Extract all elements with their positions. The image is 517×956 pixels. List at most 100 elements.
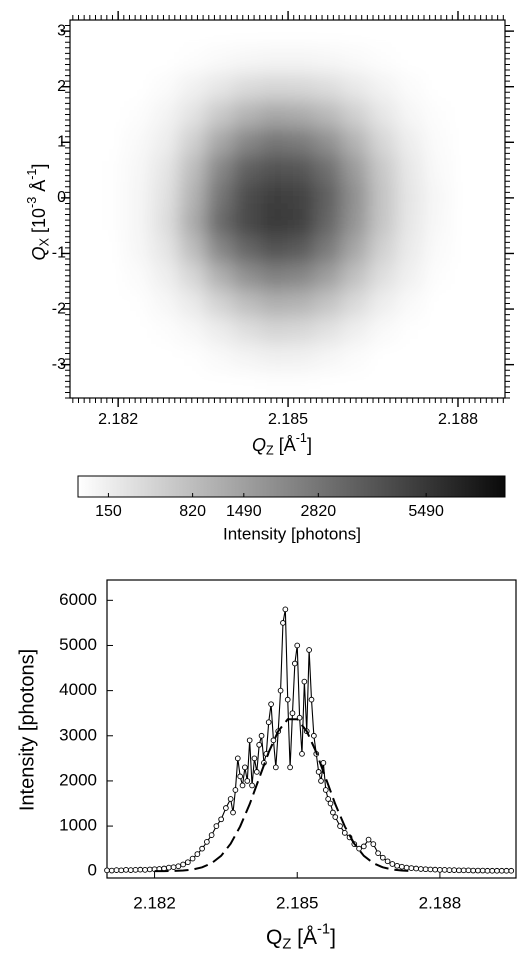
heatmap-cell [260,155,288,183]
x-tick-label: 2.185 [276,893,319,912]
heatmap-cell [341,182,370,210]
heatmap-cell [70,128,98,156]
data-point [422,866,429,873]
heatmap-cell [205,155,234,183]
heatmap-cell [287,101,316,129]
heatmap-cell [233,155,261,183]
data-point [146,866,153,873]
heatmap-cell [97,155,125,183]
heatmap-cell [70,20,98,48]
heatmap-cell [151,20,180,48]
heatmap-cell [205,290,234,318]
data-point [265,719,272,726]
heatmap-cell [341,209,370,237]
heatmap-cell [287,290,316,318]
heatmap-cell [70,317,98,345]
data-point [408,865,415,871]
heatmap-cell [287,155,316,183]
data-point [280,620,286,626]
data-point [315,769,322,775]
label-part: Å [29,180,49,197]
heatmap-cell [124,182,153,210]
data-point [234,755,241,762]
heatmap-cell [233,344,261,372]
y-axis-label: QX [10-3 Å-1] [25,164,52,261]
heatmap-cell [97,209,125,237]
heatmap-cell [205,182,234,210]
data-point [341,829,348,836]
heatmap-cell [124,263,153,291]
heatmap-cell [450,236,479,264]
label-part: [Å [291,926,317,949]
plot-frame [106,579,517,879]
data-point [427,866,434,873]
label-part: ] [29,164,49,169]
heatmap-cell [450,209,479,237]
heatmap-cell [287,74,316,102]
data-point [256,741,263,748]
data-point [360,843,367,850]
y-tick-label: 5000 [59,635,97,654]
heatmap-cell [287,263,316,291]
data-point [498,867,505,874]
heatmap-cell [205,209,234,237]
heatmap-cell [396,128,424,156]
y-tick-label: 3000 [59,725,97,744]
data-point [142,867,148,873]
heatmap-cell [97,74,125,102]
colorbar-tick-label: 1490 [226,503,262,520]
heatmap-cell [233,20,261,48]
heatmap-cell [124,371,153,398]
heatmap-cell [178,128,207,156]
data-point [403,864,410,871]
heatmap-cell [450,155,479,183]
heatmap-cell [233,47,261,75]
heatmap-cell [396,344,424,372]
data-point [170,864,177,871]
heatmap-cell [341,317,370,345]
heatmap-cell [70,47,98,75]
data-point [165,864,172,871]
data-point [268,701,274,708]
heatmap-cell [450,47,479,75]
heatmap-cell [260,74,288,102]
heatmap-cell [396,236,424,264]
data-point [227,796,234,802]
data-point [508,867,515,874]
heatmap-cell [369,182,397,210]
label-part: Q [252,435,266,455]
heatmap-cell [314,290,343,318]
data-point [127,867,134,873]
heatmap-cell [178,236,207,264]
data-point [113,867,120,873]
heatmap-cell [287,209,316,237]
data-point [284,696,291,703]
data-point [306,647,312,653]
heatmap-cell [341,155,370,183]
heatmap-cell [124,128,153,156]
heatmap-cell [260,20,288,48]
data-point [356,845,362,852]
heatmap-cell [450,344,479,372]
heatmap-cell [97,20,125,48]
data-point [365,836,372,843]
heatmap-cell [233,317,261,345]
minor-ticks [65,15,510,403]
heatmap-cell [97,236,125,264]
data-point [184,859,191,866]
y-tick-label: -3 [52,356,66,373]
heatmap-cell [314,209,343,237]
heatmap-cell [287,47,316,75]
heatmap-cell [287,182,316,210]
data-point [180,861,186,868]
data-point [470,867,477,874]
heatmap-cell [423,101,452,129]
data-point [296,714,303,721]
y-tick-label: 0 [57,189,66,206]
data-point [118,867,125,874]
heatmap-cell [450,317,479,345]
heatmap-cell [396,20,424,48]
heatmap-cell [396,182,424,210]
heatmap-cell [341,101,370,129]
heatmap-cell [124,74,153,102]
